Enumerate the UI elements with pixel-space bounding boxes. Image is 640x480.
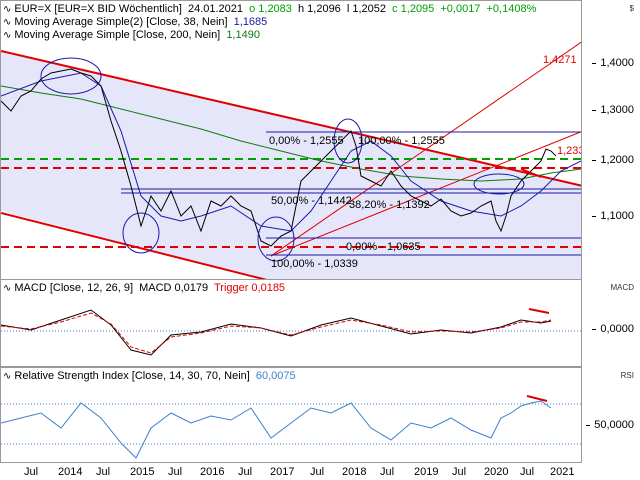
ma200-legend[interactable]: ∿ Moving Average Simple [Close, 200, Nein… (3, 29, 260, 41)
fib-label-upper-100: 100,00% - 1,2555 (358, 135, 445, 147)
header-line: ∿ EUR=X [EUR=X BID Wöchentlich] 24.01.202… (3, 3, 537, 15)
macd-legend[interactable]: ∿ MACD [Close, 12, 26, 9] MACD 0,0179 Trig… (3, 282, 286, 294)
ma38-legend[interactable]: ∿ Moving Average Simple(2) [Close, 38, Ne… (3, 16, 268, 28)
fan-line-1 (270, 41, 581, 257)
marker-label: 1,2335 (557, 145, 581, 157)
fib-label-upper-0: 0,00% - 1,2555 (269, 135, 344, 147)
series-icon: ∿ (3, 4, 12, 15)
indicator-icon: ∿ (3, 283, 12, 294)
fib-label-lower-100: 100,00% - 1,0339 (271, 258, 358, 270)
price-axis[interactable]: $ 1,4000 1,3000 1,2000 1,1000 (592, 4, 634, 222)
rsi-axis[interactable]: RSI 50,0000 (586, 371, 634, 431)
price-legend: ∿ EUR=X [EUR=X BID Wöchentlich] 24.01.202… (3, 3, 539, 42)
rsi-pane[interactable]: ∿ Relative Strength Index [Close, 14, 30,… (0, 367, 582, 463)
upper-channel-label: 1,4271 (543, 54, 577, 66)
fib-label-50: 50,00% - 1,1442 (271, 195, 352, 207)
channel-upper-line (1, 50, 581, 187)
indicator-icon: ∿ (3, 371, 12, 382)
fib-label-38: 38,20% - 1,1392 (349, 199, 430, 211)
price-pane[interactable]: ∿ EUR=X [EUR=X BID Wöchentlich] 24.01.202… (0, 0, 582, 280)
price-chart-svg (1, 41, 581, 279)
macd-pane[interactable]: ∿ MACD [Close, 12, 26, 9] MACD 0,0179 Trig… (0, 279, 582, 367)
rsi-legend[interactable]: ∿ Relative Strength Index [Close, 14, 30,… (3, 370, 296, 382)
indicator-icon: ∿ (3, 17, 12, 28)
channel-fill (1, 51, 581, 279)
macd-axis[interactable]: MACD 0,0000 (592, 283, 634, 335)
indicator-icon: ∿ (3, 30, 12, 41)
fib-label-lower-0: 0,00% - 1,0635 (346, 241, 421, 253)
